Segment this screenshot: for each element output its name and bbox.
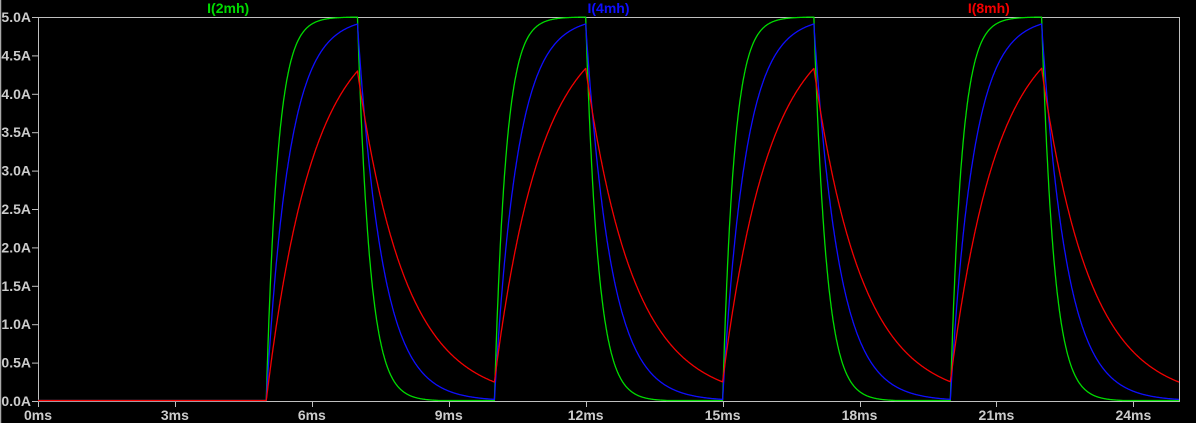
y-axis-label: 1.5A: [1, 278, 31, 294]
y-axis-label: 0.5A: [1, 355, 31, 371]
y-axis-label: 4.5A: [1, 47, 31, 63]
x-axis-label: 3ms: [161, 407, 189, 423]
x-axis-label: 6ms: [298, 407, 326, 423]
y-axis-label: 0.0A: [1, 393, 31, 409]
trace-label-i8mh[interactable]: I(8mh): [967, 0, 1010, 16]
x-axis-label: 12ms: [568, 407, 604, 423]
x-axis-label: 24ms: [1115, 407, 1151, 423]
trace-label-i4mh[interactable]: I(4mh): [587, 0, 630, 16]
x-axis-label: 9ms: [435, 407, 463, 423]
y-axis-label: 2.0A: [1, 239, 31, 255]
y-axis-label: 5.0A: [1, 9, 31, 25]
x-axis-label: 0ms: [24, 407, 52, 423]
trace-curve-i8mh: [37, 67, 1180, 402]
y-axis-label: 4.0A: [1, 86, 31, 102]
y-axis-label: 1.0A: [1, 316, 31, 332]
y-axis-label: 2.5A: [1, 201, 31, 217]
x-axis-label: 18ms: [842, 407, 878, 423]
plot-frame: [38, 17, 1180, 402]
trace-curve-i2mh: [37, 16, 1180, 402]
y-axis-label: 3.5A: [1, 124, 31, 140]
trace-curve-i4mh: [37, 23, 1180, 402]
trace-label-i2mh[interactable]: I(2mh): [207, 0, 250, 16]
x-axis-label: 15ms: [705, 407, 741, 423]
x-axis-label: 21ms: [979, 407, 1015, 423]
y-axis-label: 3.0A: [1, 163, 31, 179]
